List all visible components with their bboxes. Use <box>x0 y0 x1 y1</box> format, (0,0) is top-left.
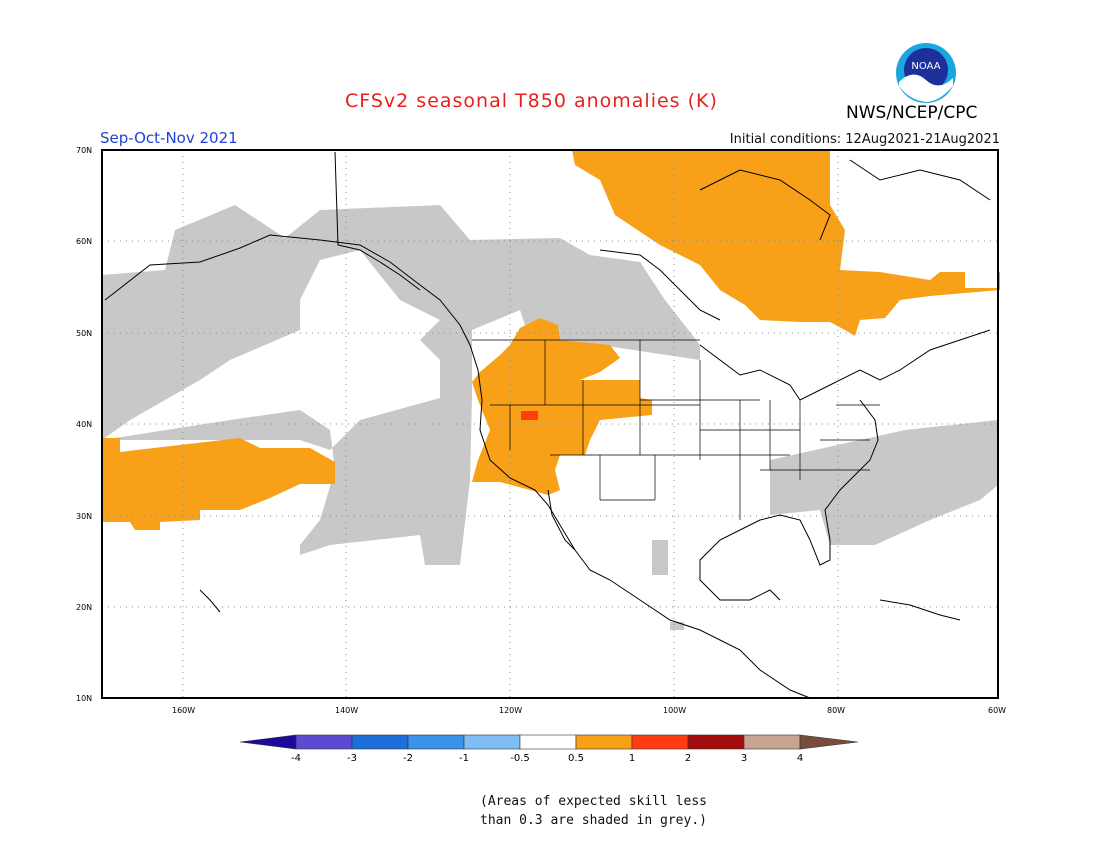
lon-label: 160W <box>172 706 196 715</box>
colorbar-label: 4 <box>796 753 804 764</box>
lat-label: 40N <box>76 420 93 429</box>
lon-label: 60W <box>988 706 1007 715</box>
initial-conditions: Initial conditions: 12Aug2021-21Aug2021 <box>729 132 1000 147</box>
anomaly-orange <box>102 150 1000 530</box>
colorbar-label: -1 <box>459 753 469 764</box>
lon-label: 120W <box>499 706 523 715</box>
lon-label: 80W <box>827 706 846 715</box>
lat-label: 70N <box>76 146 93 155</box>
lat-label: 60N <box>76 237 93 246</box>
colorbar-label: 3 <box>740 753 748 764</box>
chart-title: CFSv2 seasonal T850 anomalies (K) <box>345 90 718 112</box>
lat-label: 10N <box>76 694 93 703</box>
colorbar-label: 2 <box>684 753 692 764</box>
colorbar-arrow-left <box>239 734 297 750</box>
gridlines <box>102 150 998 698</box>
map-frame <box>101 149 999 699</box>
colorbar-segment <box>687 734 745 750</box>
note-line-2: than 0.3 are shaded in grey.) <box>480 813 707 828</box>
skill-note: (Areas of expected skill less than 0.3 a… <box>480 792 707 830</box>
agency-label: NWS/NCEP/CPC <box>846 103 978 123</box>
colorbar-segment <box>743 734 801 750</box>
colorbar-segment <box>575 734 633 750</box>
lon-label: 100W <box>663 706 687 715</box>
anomaly-red <box>521 411 538 420</box>
note-line-1: (Areas of expected skill less <box>480 794 707 809</box>
colorbar-segment <box>351 734 409 750</box>
lon-label: 140W <box>335 706 359 715</box>
lat-label: 20N <box>76 603 93 612</box>
colorbar-label: -3 <box>347 753 357 764</box>
borders <box>472 339 880 520</box>
colorbar-label: 0.5 <box>568 753 584 764</box>
skill-grey-mask <box>102 205 998 630</box>
lat-label: 50N <box>76 329 93 338</box>
lat-label: 30N <box>76 512 93 521</box>
noaa-logo: NOAA <box>896 43 956 103</box>
colorbar-label: -2 <box>403 753 413 764</box>
colorbar-segment <box>463 734 521 750</box>
colorbar-segment <box>631 734 689 750</box>
logo-text: NOAA <box>911 61 940 72</box>
colorbar-label: -4 <box>291 753 301 764</box>
colorbar-label: 1 <box>628 753 636 764</box>
colorbar-segment <box>295 734 353 750</box>
colorbar-segment <box>519 734 577 750</box>
colorbar-label: -0.5 <box>510 753 530 764</box>
colorbar-arrow-right <box>799 734 859 750</box>
colorbar-segment <box>407 734 465 750</box>
season-label: Sep-Oct-Nov 2021 <box>100 129 238 147</box>
coastlines <box>104 151 991 699</box>
